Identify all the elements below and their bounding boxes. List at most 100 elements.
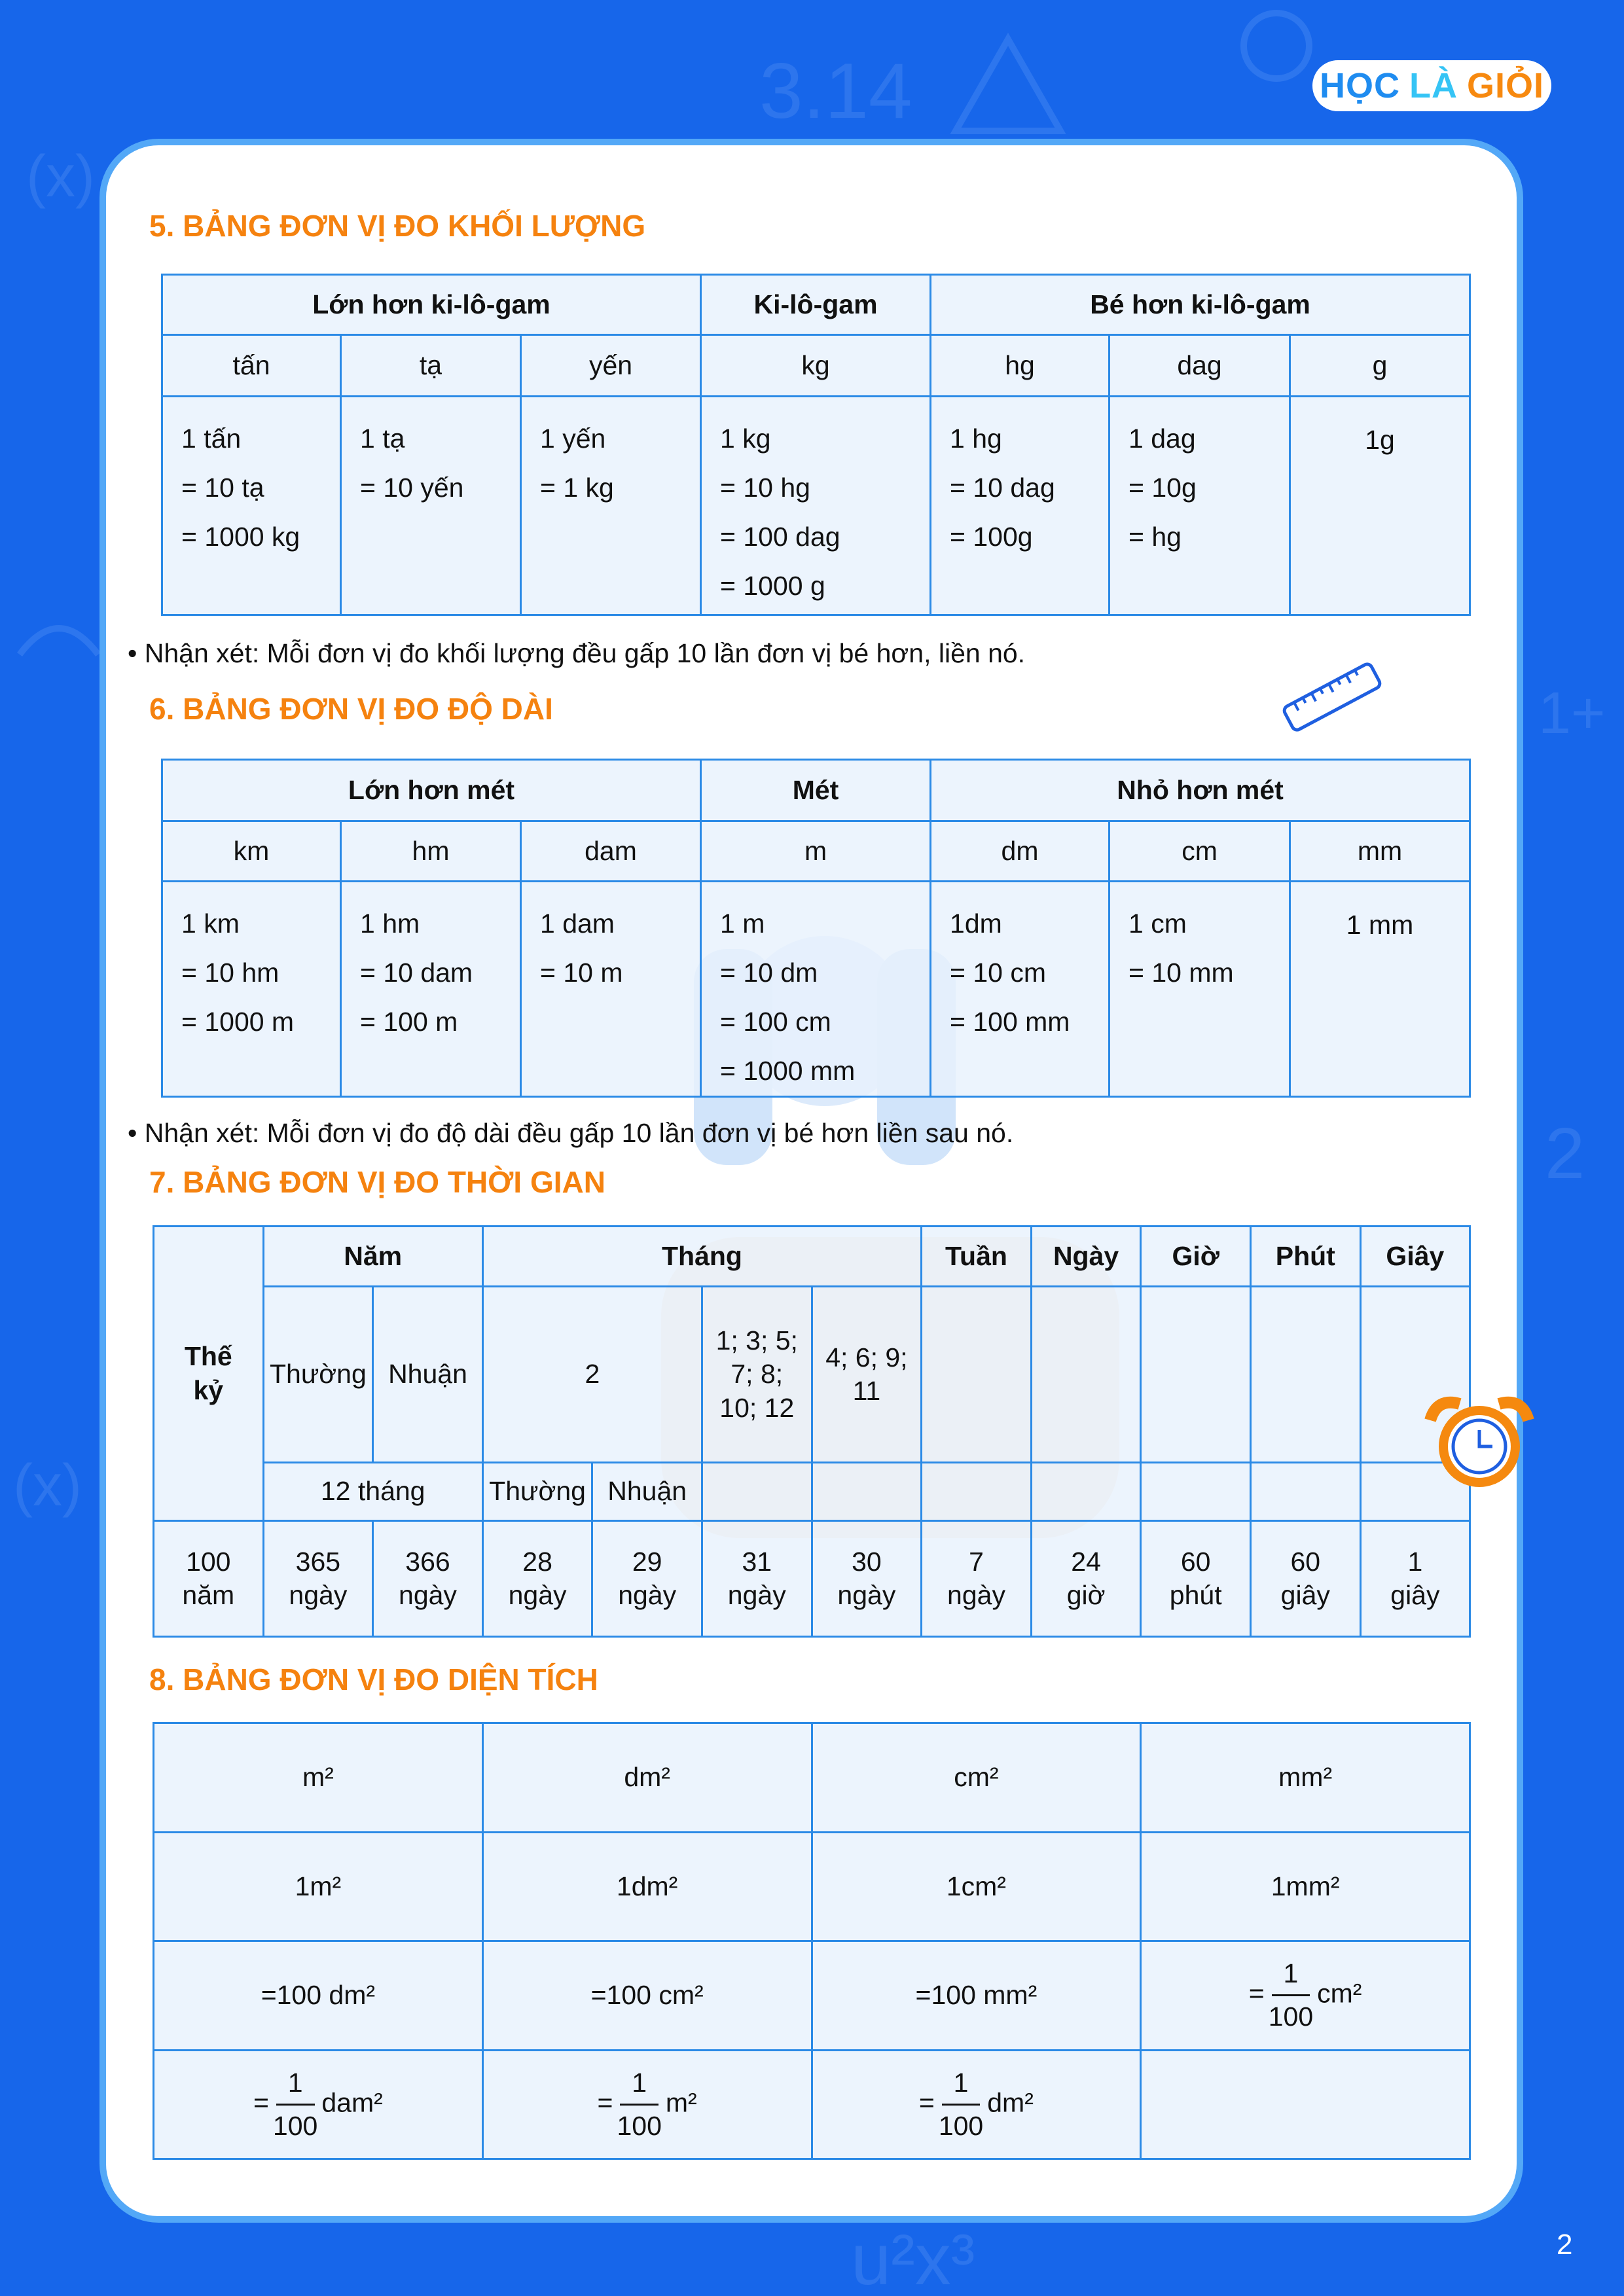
conversion-cell: 1g	[1289, 395, 1471, 616]
conversion-line: = 10 mm	[1128, 958, 1234, 988]
time-value-cell: 31 ngày	[700, 1520, 813, 1638]
heading-time: 7. BẢNG ĐƠN VỊ ĐO THỜI GIAN	[149, 1165, 605, 1199]
time-value-line: ngày	[399, 1580, 457, 1610]
conversion-line: 1 mm	[1346, 910, 1414, 940]
time-value-line: 365	[295, 1546, 341, 1577]
time-value-line: giây	[1390, 1580, 1440, 1610]
unit-label: tạ	[419, 350, 442, 380]
svg-text:3.14: 3.14	[759, 47, 912, 135]
conversion-cell: 1 tạ = 10 yến	[340, 395, 522, 616]
year-type: Thường	[269, 1359, 367, 1390]
conversion-cell: 1 km = 10 hm = 1000 m	[161, 880, 342, 1098]
conversion-line: 1 tấn	[181, 423, 242, 454]
time-value-cell: 7 ngày	[920, 1520, 1032, 1638]
time-units-table: Thế kỷ Năm Tháng Tuần Ngày Giờ Phút Giây Thường Nh…	[153, 1225, 1471, 1638]
conversion-cell: 1 dag = 10g = hg	[1108, 395, 1291, 616]
conversion-line: = 100 m	[360, 1007, 458, 1037]
twelve-months-cell: 12 tháng	[262, 1462, 484, 1522]
group-header: Bé hơn ki-lô-gam	[929, 274, 1471, 336]
group-label: Mét	[792, 774, 839, 805]
time-value-line: 1	[1407, 1546, 1423, 1577]
time-header-label: Năm	[344, 1240, 403, 1271]
hoc-la-gioi-logo: HỌC LÀ GIỎI	[1312, 60, 1551, 111]
time-value-line: phút	[1169, 1580, 1222, 1610]
unit-label: dam	[585, 835, 637, 866]
note-mass: • Nhận xét: Mỗi đơn vị đo khối lượng đều…	[128, 638, 1026, 668]
time-value-cell: 24 giờ	[1030, 1520, 1142, 1638]
conversion-line: = 10 dam	[360, 958, 473, 988]
time-value-cell: 366 ngày	[372, 1520, 484, 1638]
time-value-line: năm	[182, 1580, 235, 1610]
empty-cell	[810, 1462, 923, 1522]
mass-units-table: Lớn hơn ki-lô-gam Ki-lô-gam Bé hơn ki-lô-g…	[160, 274, 1471, 616]
fraction: 1 100	[1269, 1957, 1313, 2034]
group-header: Lớn hơn ki-lô-gam	[160, 274, 702, 336]
time-value-cell: 365 ngày	[262, 1520, 374, 1638]
fraction-unit: dm²	[987, 2087, 1034, 2118]
note-length-text: Nhận xét: Mỗi đơn vị đo độ dài đều gấp 1…	[144, 1118, 1014, 1148]
heading-mass: 5. BẢNG ĐƠN VỊ ĐO KHỐI LƯỢNG	[149, 209, 646, 243]
ruler-icon	[1282, 662, 1382, 732]
area-value: 1cm²	[946, 1871, 1006, 1901]
time-value-line: ngày	[837, 1580, 896, 1610]
fraction-prefix: =	[918, 2087, 935, 2118]
conversion-line: 1 cm	[1128, 908, 1187, 939]
area-value: 1dm²	[616, 1871, 678, 1901]
conversion-cell: 1 mm	[1289, 880, 1471, 1098]
fraction: 1 100	[617, 2066, 661, 2144]
area-cell: =100 mm²	[810, 1940, 1142, 2051]
conversion-line: 1 dag	[1128, 423, 1196, 454]
century-label: kỷ	[193, 1374, 224, 1405]
conversion-cell: 1 cm = 10 mm	[1108, 880, 1291, 1098]
conversion-line: = 1000 kg	[181, 522, 300, 552]
conversion-line: = 1000 g	[720, 571, 825, 601]
fraction: 1 100	[939, 2066, 983, 2144]
unit-label: cm	[1182, 835, 1218, 866]
time-header: Giây	[1359, 1225, 1471, 1287]
denominator: 100	[1268, 2001, 1314, 2032]
note-length: • Nhận xét: Mỗi đơn vị đo độ dài đều gấp…	[128, 1118, 1014, 1148]
time-value-line: ngày	[947, 1580, 1005, 1610]
unit-header: mm	[1289, 820, 1471, 882]
time-value-line: 100	[186, 1546, 231, 1577]
area-fraction-cell: = 1 100 m²	[481, 2049, 813, 2160]
empty-cell	[1249, 1462, 1362, 1522]
unit-header: yến	[519, 334, 702, 397]
area-fraction-cell: = 1 100 cm²	[1140, 1940, 1471, 2051]
time-header-label: Giây	[1386, 1240, 1445, 1271]
time-value-line: 29	[632, 1546, 662, 1577]
conversion-cell: 1 hg = 10 dag = 100g	[929, 395, 1111, 616]
months-30-line: 4; 6; 9;	[825, 1342, 908, 1372]
time-value-line: ngày	[508, 1580, 567, 1610]
time-value-line: giây	[1280, 1580, 1330, 1610]
denominator: 100	[272, 2110, 318, 2141]
unit-header: dm	[929, 820, 1111, 882]
unit-header: kg	[700, 334, 932, 397]
conversion-line: = 10 yến	[360, 473, 464, 503]
empty-cell	[1030, 1462, 1142, 1522]
conversion-cell: 1 yến = 1 kg	[519, 395, 702, 616]
unit-header: tạ	[340, 334, 522, 397]
group-header: Lớn hơn mét	[160, 759, 702, 822]
time-header: Năm	[262, 1225, 484, 1287]
time-value-cell: 30 ngày	[810, 1520, 923, 1638]
group-header: Ki-lô-gam	[700, 274, 932, 336]
empty-cell	[1140, 2049, 1471, 2160]
months-31-line: 1; 3; 5;	[715, 1325, 798, 1356]
svg-text:(x): (x)	[13, 1453, 82, 1518]
page-number: 2	[1557, 2229, 1573, 2261]
time-header: Phút	[1249, 1225, 1362, 1287]
fraction-prefix: =	[253, 2087, 269, 2118]
conversion-line: = 100 mm	[950, 1007, 1070, 1037]
fraction-unit: m²	[665, 2087, 697, 2118]
numerator: 1	[620, 2066, 659, 2106]
alarm-clock-icon	[1424, 1396, 1534, 1487]
unit-label: dm	[1001, 835, 1039, 866]
time-header: Tháng	[481, 1225, 923, 1287]
area-value: mm²	[1278, 1762, 1333, 1793]
area-cell: cm²	[810, 1722, 1142, 1833]
conversion-line: = 10 dm	[720, 958, 818, 988]
conversion-cell: 1 dam = 10 m	[519, 880, 702, 1098]
months-31-line: 7; 8;	[731, 1359, 784, 1390]
conversion-line: 1 kg	[720, 423, 771, 454]
